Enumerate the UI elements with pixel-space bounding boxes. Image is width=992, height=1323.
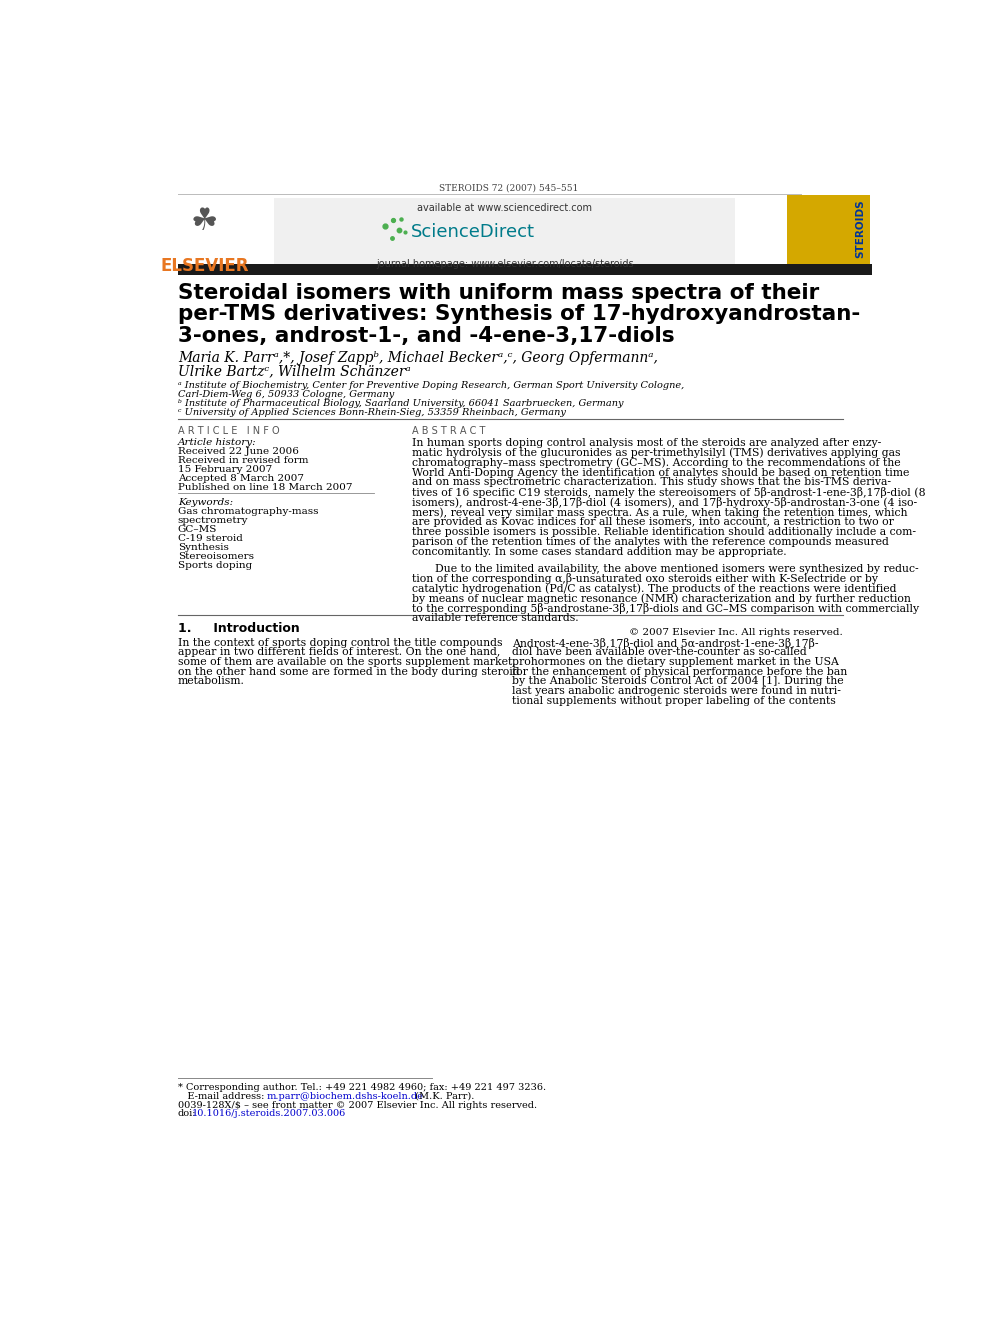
Text: metabolism.: metabolism.	[178, 676, 245, 687]
Text: some of them are available on the sports supplement market,: some of them are available on the sports…	[178, 658, 516, 667]
Text: A R T I C L E   I N F O: A R T I C L E I N F O	[178, 426, 280, 435]
Text: Article history:: Article history:	[178, 438, 257, 447]
Text: STEROIDS: STEROIDS	[855, 200, 865, 258]
Text: Steroidal isomers with uniform mass spectra of their: Steroidal isomers with uniform mass spec…	[178, 283, 819, 303]
Text: Received in revised form: Received in revised form	[178, 456, 309, 464]
Bar	[178, 263, 872, 275]
Text: isomers), androst-4-ene-3β,17β-diol (4 isomers), and 17β-hydroxy-5β-androstan-3-: isomers), androst-4-ene-3β,17β-diol (4 i…	[413, 497, 918, 508]
Text: available reference standards.: available reference standards.	[413, 613, 579, 623]
Text: E-mail address:: E-mail address:	[178, 1091, 267, 1101]
Text: diol have been available over-the-counter as so-called: diol have been available over-the-counte…	[512, 647, 807, 658]
Text: GC–MS: GC–MS	[178, 525, 217, 534]
Text: available at www.sciencedirect.com: available at www.sciencedirect.com	[417, 202, 592, 213]
Bar	[274, 198, 735, 263]
Text: prohormones on the dietary supplement market in the USA: prohormones on the dietary supplement ma…	[512, 658, 839, 667]
Text: 1.     Introduction: 1. Introduction	[178, 622, 300, 635]
Text: C-19 steroid: C-19 steroid	[178, 534, 243, 542]
Text: 10.1016/j.steroids.2007.03.006: 10.1016/j.steroids.2007.03.006	[191, 1109, 346, 1118]
Text: A B S T R A C T: A B S T R A C T	[413, 426, 486, 435]
Text: Sports doping: Sports doping	[178, 561, 252, 570]
Text: last years anabolic androgenic steroids were found in nutri-: last years anabolic androgenic steroids …	[512, 685, 841, 696]
Text: by means of nuclear magnetic resonance (NMR) characterization and by further red: by means of nuclear magnetic resonance (…	[413, 593, 912, 603]
Text: * Corresponding author. Tel.: +49 221 4982 4960; fax: +49 221 497 3236.: * Corresponding author. Tel.: +49 221 49…	[178, 1082, 546, 1091]
Text: Keywords:: Keywords:	[178, 497, 233, 507]
Text: STEROIDS 72 (2007) 545–551: STEROIDS 72 (2007) 545–551	[438, 183, 578, 192]
Text: tion of the corresponding α,β-unsaturated oxo steroids either with K-Selectride : tion of the corresponding α,β-unsaturate…	[413, 573, 878, 585]
Text: on the other hand some are formed in the body during steroid: on the other hand some are formed in the…	[178, 667, 520, 676]
Text: concomitantly. In some cases standard addition may be appropriate.: concomitantly. In some cases standard ad…	[413, 546, 787, 557]
Text: Accepted 8 March 2007: Accepted 8 March 2007	[178, 474, 304, 483]
Text: 3-ones, androst-1-, and -4-ene-3,17-diols: 3-ones, androst-1-, and -4-ene-3,17-diol…	[178, 325, 675, 345]
Text: m.parr@biochem.dshs-koeln.de: m.parr@biochem.dshs-koeln.de	[266, 1091, 424, 1101]
Text: 0039-128X/$ – see front matter © 2007 Elsevier Inc. All rights reserved.: 0039-128X/$ – see front matter © 2007 El…	[178, 1101, 537, 1110]
Text: ☘: ☘	[191, 208, 218, 237]
Text: In human sports doping control analysis most of the steroids are analyzed after : In human sports doping control analysis …	[413, 438, 882, 448]
Text: Androst-4-ene-3β,17β-diol and 5α-androst-1-ene-3β,17β-: Androst-4-ene-3β,17β-diol and 5α-androst…	[512, 638, 818, 648]
Text: journal homepage: www.elsevier.com/locate/steroids: journal homepage: www.elsevier.com/locat…	[376, 258, 633, 269]
Text: doi:: doi:	[178, 1109, 196, 1118]
Text: World Anti-Doping Agency the identification of analytes should be based on reten: World Anti-Doping Agency the identificat…	[413, 467, 910, 478]
Text: appear in two different fields of interest. On the one hand,: appear in two different fields of intere…	[178, 647, 500, 658]
Text: tives of 16 specific C19 steroids, namely the stereoisomers of 5β-androst-1-ene-: tives of 16 specific C19 steroids, namel…	[413, 487, 926, 499]
Text: ScienceDirect: ScienceDirect	[411, 224, 535, 241]
Text: 15 February 2007: 15 February 2007	[178, 464, 272, 474]
Text: Ulrike Bartzᶜ, Wilhelm Schänzerᵃ: Ulrike Bartzᶜ, Wilhelm Schänzerᵃ	[178, 365, 411, 378]
Text: ᵇ Institute of Pharmaceutical Biology, Saarland University, 66041 Saarbruecken, : ᵇ Institute of Pharmaceutical Biology, S…	[178, 400, 623, 409]
Text: Published on line 18 March 2007: Published on line 18 March 2007	[178, 483, 352, 492]
Text: for the enhancement of physical performance before the ban: for the enhancement of physical performa…	[512, 667, 847, 676]
Text: © 2007 Elsevier Inc. All rights reserved.: © 2007 Elsevier Inc. All rights reserved…	[629, 628, 843, 636]
Text: per-TMS derivatives: Synthesis of 17-hydroxyandrostan-: per-TMS derivatives: Synthesis of 17-hyd…	[178, 304, 860, 324]
Text: ᶜ University of Applied Sciences Bonn-Rhein-Sieg, 53359 Rheinbach, Germany: ᶜ University of Applied Sciences Bonn-Rh…	[178, 409, 565, 417]
Text: by the Anabolic Steroids Control Act of 2004 [1]. During the: by the Anabolic Steroids Control Act of …	[512, 676, 844, 687]
Text: Synthesis: Synthesis	[178, 542, 229, 552]
Bar	[787, 196, 870, 263]
Text: Maria K. Parrᵃ,*, Josef Zappᵇ, Michael Beckerᵃ,ᶜ, Georg Opfermannᵃ,: Maria K. Parrᵃ,*, Josef Zappᵇ, Michael B…	[178, 352, 658, 365]
Text: Received 22 June 2006: Received 22 June 2006	[178, 447, 299, 456]
Text: ELSEVIER: ELSEVIER	[161, 257, 249, 275]
Text: In the context of sports doping control the title compounds: In the context of sports doping control …	[178, 638, 502, 647]
Text: mers), reveal very similar mass spectra. As a rule, when taking the retention ti: mers), reveal very similar mass spectra.…	[413, 507, 908, 517]
Text: tional supplements without proper labeling of the contents: tional supplements without proper labeli…	[512, 696, 836, 705]
Text: ᵃ Institute of Biochemistry, Center for Preventive Doping Research, German Sport: ᵃ Institute of Biochemistry, Center for …	[178, 381, 684, 390]
Text: and on mass spectrometric characterization. This study shows that the bis-TMS de: and on mass spectrometric characterizati…	[413, 478, 891, 487]
Text: chromatography–mass spectrometry (GC–MS). According to the recommendations of th: chromatography–mass spectrometry (GC–MS)…	[413, 458, 901, 468]
Text: (M.K. Parr).: (M.K. Parr).	[412, 1091, 474, 1101]
Text: spectrometry: spectrometry	[178, 516, 248, 525]
Text: parison of the retention times of the analytes with the reference compounds meas: parison of the retention times of the an…	[413, 537, 889, 546]
Text: Gas chromatography-mass: Gas chromatography-mass	[178, 507, 318, 516]
Text: matic hydrolysis of the glucuronides as per-trimethylsilyl (TMS) derivatives app: matic hydrolysis of the glucuronides as …	[413, 447, 901, 458]
Text: to the corresponding 5β-androstane-3β,17β-diols and GC–MS comparison with commer: to the corresponding 5β-androstane-3β,17…	[413, 603, 920, 614]
Text: Stereoisomers: Stereoisomers	[178, 552, 254, 561]
Text: Carl-Diem-Weg 6, 50933 Cologne, Germany: Carl-Diem-Weg 6, 50933 Cologne, Germany	[178, 390, 394, 400]
Text: are provided as Kovac indices for all these isomers, into account, a restriction: are provided as Kovac indices for all th…	[413, 517, 894, 527]
Text: Due to the limited availability, the above mentioned isomers were synthesized by: Due to the limited availability, the abo…	[435, 564, 919, 574]
Text: three possible isomers is possible. Reliable identification should additionally : three possible isomers is possible. Reli…	[413, 527, 917, 537]
Text: catalytic hydrogenation (Pd/C as catalyst). The products of the reactions were i: catalytic hydrogenation (Pd/C as catalys…	[413, 583, 897, 594]
